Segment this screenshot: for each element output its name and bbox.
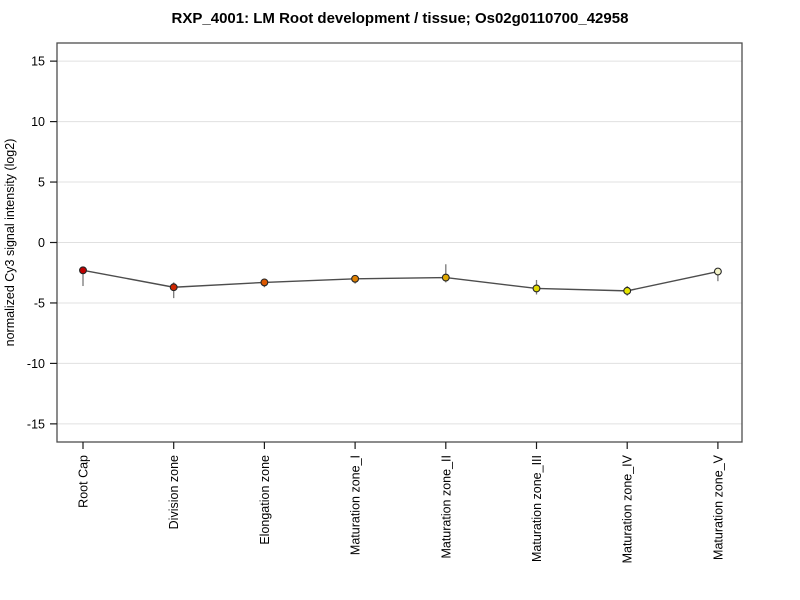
y-axis-title: normalized Cy3 signal intensity (log2) xyxy=(3,139,17,347)
x-tick-label: Elongation zone xyxy=(258,455,272,545)
y-tick-label: -10 xyxy=(27,357,45,371)
data-point xyxy=(351,274,360,283)
x-tick-label: Maturation zone_V xyxy=(711,454,725,560)
y-tick-label: 15 xyxy=(31,55,45,69)
data-point xyxy=(79,266,87,275)
data-point xyxy=(713,267,722,276)
y-tick-label: 5 xyxy=(38,176,45,190)
chart-title: RXP_4001: LM Root development / tissue; … xyxy=(171,10,629,27)
data-line xyxy=(82,269,719,292)
y-tick-label: 10 xyxy=(31,115,45,129)
y-tick-label: -15 xyxy=(27,417,45,431)
y-tick-label: -5 xyxy=(34,296,45,310)
data-point xyxy=(441,273,450,282)
x-tick-label: Maturation zone_IV xyxy=(621,454,635,563)
data-point xyxy=(260,278,269,287)
x-tick-label: Division zone xyxy=(167,455,181,529)
data-point xyxy=(169,283,178,292)
data-point xyxy=(532,284,541,293)
x-tick-label: Maturation zone_III xyxy=(530,455,544,562)
data-point xyxy=(623,286,632,295)
x-tick-label: Root Cap xyxy=(77,455,91,508)
y-tick-label: 0 xyxy=(38,236,45,250)
x-tick-label: Maturation zone_I xyxy=(349,455,363,555)
x-tick-label: Maturation zone_II xyxy=(439,455,453,559)
